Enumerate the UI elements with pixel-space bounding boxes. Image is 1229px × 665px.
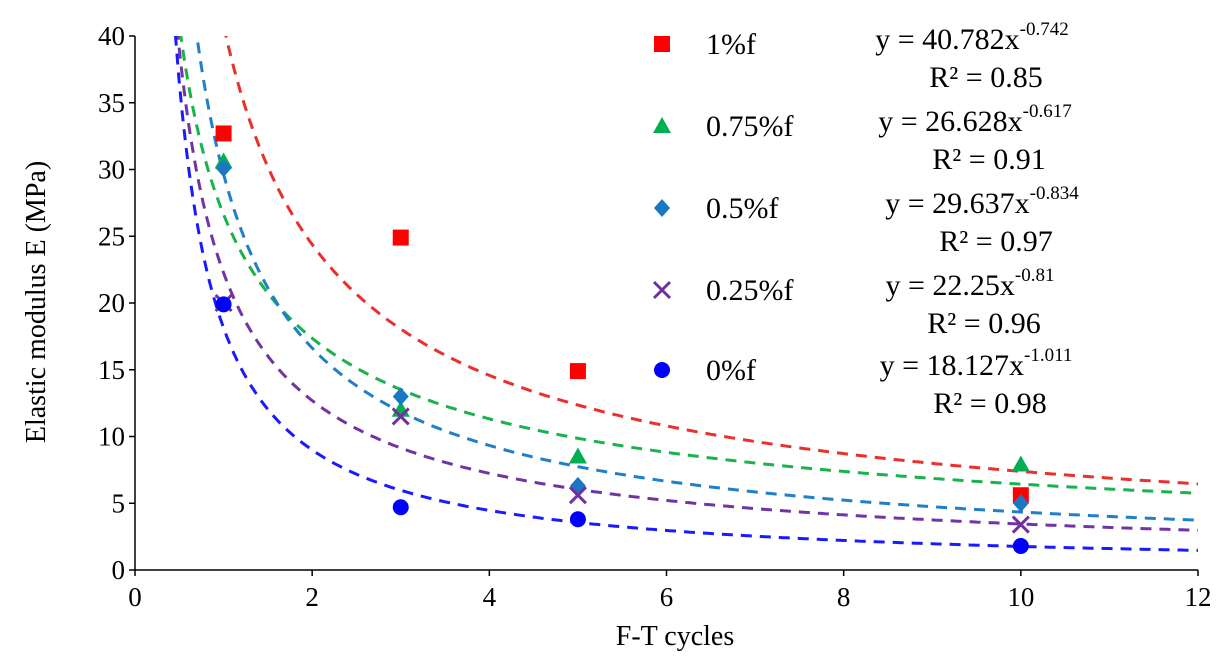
y-tick-label: 25	[98, 221, 125, 251]
y-tick-label: 40	[98, 21, 125, 51]
legend: 1%f 0.75%f 0.5%f 0.25%f 0%f	[652, 28, 793, 387]
trendline-equation: y = 40.782x-0.742	[875, 19, 1069, 56]
y-tick-label: 10	[98, 422, 125, 452]
trendline-r-squared: R² = 0.85	[929, 61, 1042, 94]
y-tick-label: 0	[112, 555, 126, 585]
trendline-equation: y = 29.637x-0.834	[885, 183, 1079, 220]
data-point	[568, 447, 587, 464]
legend-label: 0%f	[706, 354, 756, 387]
data-point	[569, 476, 586, 495]
trendline-r-squared: R² = 0.91	[932, 143, 1045, 176]
x-axis-label: F-T cycles	[616, 621, 734, 652]
trendline-3	[195, 36, 1198, 522]
trendlines	[173, 36, 1198, 552]
y-tick-label: 30	[98, 155, 125, 185]
data-point	[1012, 494, 1029, 513]
data-points	[214, 125, 1030, 554]
data-point	[569, 363, 586, 380]
trendline-r-squared: R² = 0.96	[927, 307, 1040, 340]
legend-marker	[652, 280, 672, 300]
data-point	[215, 159, 232, 178]
trendline-equation: y = 26.628x-0.617	[878, 101, 1072, 138]
data-point	[1011, 515, 1030, 534]
trendline-r-squared: R² = 0.97	[939, 225, 1052, 258]
legend-label: 0.25%f	[706, 274, 793, 307]
x-tick-label: 4	[483, 582, 497, 612]
data-point	[1012, 537, 1029, 554]
legend-marker	[654, 199, 670, 217]
data-point	[1011, 455, 1030, 472]
y-tick-label: 15	[98, 355, 125, 385]
axes: 0 5 10 15 20 25 30 35 40 0 2 4 6 8 10 12	[98, 21, 1212, 612]
y-tick-label: 20	[98, 288, 125, 318]
y-tick-label: 35	[98, 88, 125, 118]
data-point	[569, 511, 586, 528]
x-tick-label: 8	[837, 582, 851, 612]
trendline-r-squared: R² = 0.98	[933, 387, 1046, 420]
y-tick-label: 5	[112, 488, 126, 518]
data-point	[568, 486, 587, 505]
trendline-5	[173, 36, 1198, 552]
legend-marker	[654, 36, 670, 52]
x-tick-label: 0	[128, 582, 142, 612]
x-tick-label: 2	[305, 582, 319, 612]
data-point	[392, 229, 409, 246]
legend-marker	[653, 117, 671, 133]
x-tick-label: 10	[1007, 582, 1034, 612]
trendline-equations: y = 40.782x-0.742 R² = 0.85 y = 26.628x-0.…	[875, 19, 1079, 420]
trendline-equation: y = 18.127x-1.011	[880, 345, 1073, 382]
trendline-equation: y = 22.25x-0.81	[886, 265, 1055, 302]
y-axis-label: Elastic modulus E (MPa)	[21, 161, 52, 443]
trendline-2	[179, 36, 1198, 495]
legend-label: 0.75%f	[706, 110, 793, 143]
data-point	[215, 125, 232, 142]
legend-label: 0.5%f	[706, 192, 778, 225]
data-point	[391, 407, 410, 426]
data-point	[392, 499, 409, 516]
trendline-1	[224, 36, 1198, 486]
data-point	[215, 296, 232, 313]
legend-marker	[654, 362, 670, 378]
x-tick-label: 6	[660, 582, 674, 612]
x-tick-label: 12	[1185, 582, 1212, 612]
data-point	[392, 387, 409, 406]
legend-label: 1%f	[706, 28, 756, 61]
